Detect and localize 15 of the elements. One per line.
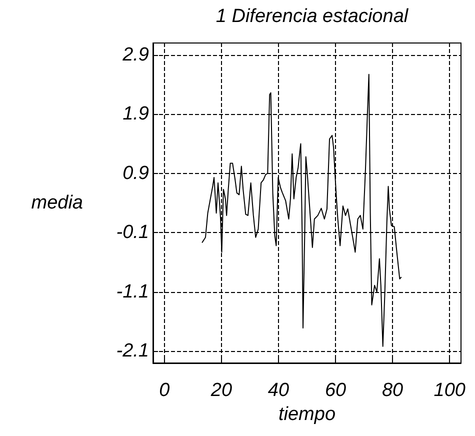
- y-tick-label: 0.9: [122, 162, 150, 184]
- x-tick-label: 80: [382, 380, 404, 401]
- x-tick-label: 0: [159, 380, 170, 401]
- y-axis-title: media: [31, 192, 83, 214]
- x-tick-label: 40: [268, 380, 290, 401]
- x-tick-label: 100: [434, 380, 466, 401]
- x-tick-label: 20: [210, 380, 232, 401]
- y-tick-label: -2.1: [116, 340, 149, 362]
- chart-title: 1 Diferencia estacional: [216, 6, 409, 27]
- y-tick-label: 1.9: [122, 104, 150, 125]
- x-axis-title: tiempo: [278, 404, 336, 425]
- x-tick-label: 60: [324, 380, 347, 401]
- y-tick-label: 2.9: [122, 44, 150, 66]
- y-tick-label: -0.1: [116, 222, 149, 244]
- y-tick-label: -1.1: [116, 281, 149, 302]
